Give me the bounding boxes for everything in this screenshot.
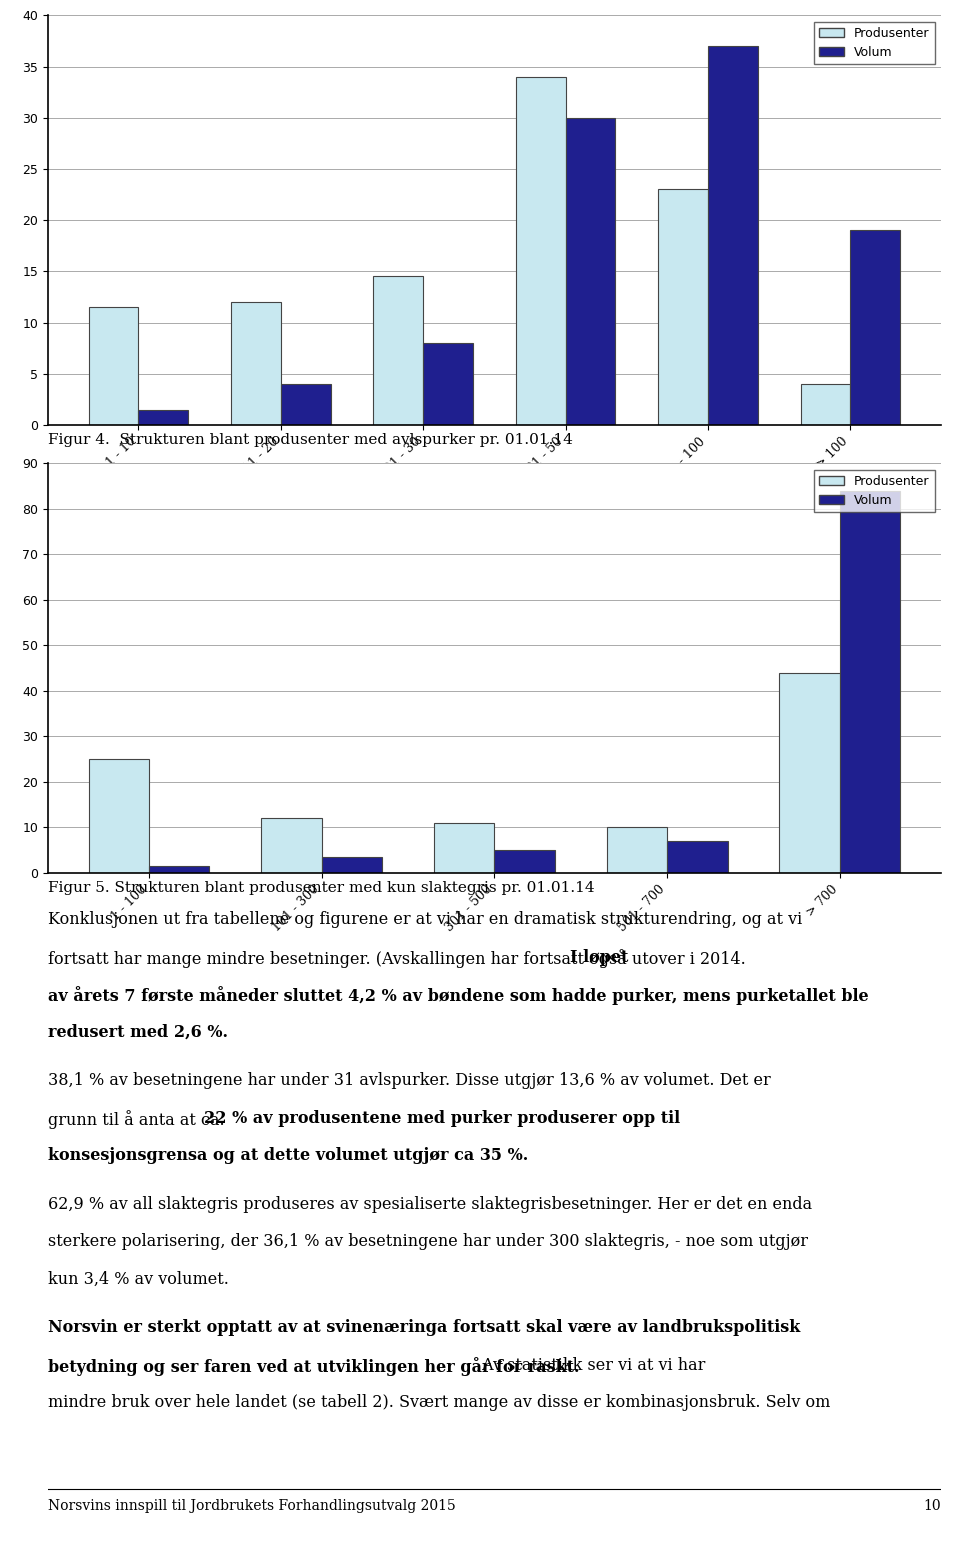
Bar	[708, 46, 757, 425]
Legend: Produsenter, Volum: Produsenter, Volum	[814, 22, 934, 63]
Bar	[607, 828, 667, 872]
Bar	[516, 77, 565, 425]
Text: konsesjonsgrensa og at dette volumet utgjør ca 35 %.: konsesjonsgrensa og at dette volumet utg…	[48, 1147, 528, 1163]
Text: Norsvin er sterkt opptatt av at svinenæringa fortsatt skal være av landbrukspoli: Norsvin er sterkt opptatt av at svinenær…	[48, 1319, 801, 1336]
Text: Av statistikk ser vi at vi har: Av statistikk ser vi at vi har	[476, 1356, 705, 1373]
Text: 62,9 % av all slaktegris produseres av spesialiserte slaktegrisbesetninger. Her : 62,9 % av all slaktegris produseres av s…	[48, 1196, 812, 1213]
Text: 38,1 % av besetningene har under 31 avlspurker. Disse utgjør 13,6 % av volumet. : 38,1 % av besetningene har under 31 avls…	[48, 1073, 771, 1089]
Text: Norsvins innspill til Jordbrukets Forhandlingsutvalg 2015: Norsvins innspill til Jordbrukets Forhan…	[48, 1499, 456, 1513]
Text: 22 % av produsentene med purker produserer opp til: 22 % av produsentene med purker produser…	[204, 1110, 681, 1126]
Text: kun 3,4 % av volumet.: kun 3,4 % av volumet.	[48, 1271, 228, 1288]
Bar	[801, 384, 851, 425]
Text: Figur 4.  Strukturen blant produsenter med avlspurker pr. 01.01.14: Figur 4. Strukturen blant produsenter me…	[48, 433, 573, 447]
Bar	[322, 857, 382, 872]
Text: betydning og ser faren ved at utviklingen her går for raskt.: betydning og ser faren ved at utviklinge…	[48, 1356, 580, 1376]
Bar	[88, 307, 138, 425]
Bar	[434, 823, 494, 872]
Bar	[149, 866, 209, 872]
Text: mindre bruk over hele landet (se tabell 2). Svært mange av disse er kombinasjons: mindre bruk over hele landet (se tabell …	[48, 1395, 830, 1412]
Bar	[565, 117, 615, 425]
Text: Figur 5. Strukturen blant produsenter med kun slaktegris pr. 01.01.14: Figur 5. Strukturen blant produsenter me…	[48, 880, 594, 895]
Bar	[659, 190, 708, 425]
Text: 10: 10	[924, 1499, 941, 1513]
Text: Konklusjonen ut fra tabellene og figurene er at vi har en dramatisk strukturendr: Konklusjonen ut fra tabellene og figuren…	[48, 911, 803, 928]
Bar	[88, 760, 149, 872]
Bar	[423, 344, 473, 425]
Text: fortsatt har mange mindre besetninger. (Avskallingen har fortsatt også utover i : fortsatt har mange mindre besetninger. (…	[48, 949, 751, 968]
Legend: Produsenter, Volum: Produsenter, Volum	[814, 470, 934, 512]
Bar	[840, 490, 900, 872]
Bar	[261, 818, 322, 872]
Bar	[494, 851, 555, 872]
Text: redusert med 2,6 %.: redusert med 2,6 %.	[48, 1023, 228, 1040]
Text: sterkere polarisering, der 36,1 % av besetningene har under 300 slaktegris, - no: sterkere polarisering, der 36,1 % av bes…	[48, 1233, 808, 1250]
Text: grunn til å anta at ca.: grunn til å anta at ca.	[48, 1110, 225, 1128]
Bar	[138, 410, 188, 425]
Bar	[281, 384, 330, 425]
Text: av årets 7 første måneder sluttet 4,2 % av bøndene som hadde purker, mens purket: av årets 7 første måneder sluttet 4,2 % …	[48, 986, 869, 1005]
Bar	[373, 276, 423, 425]
Bar	[780, 673, 840, 872]
Bar	[851, 231, 900, 425]
Text: I løpet: I løpet	[570, 949, 629, 966]
Bar	[231, 302, 281, 425]
Bar	[667, 841, 728, 872]
